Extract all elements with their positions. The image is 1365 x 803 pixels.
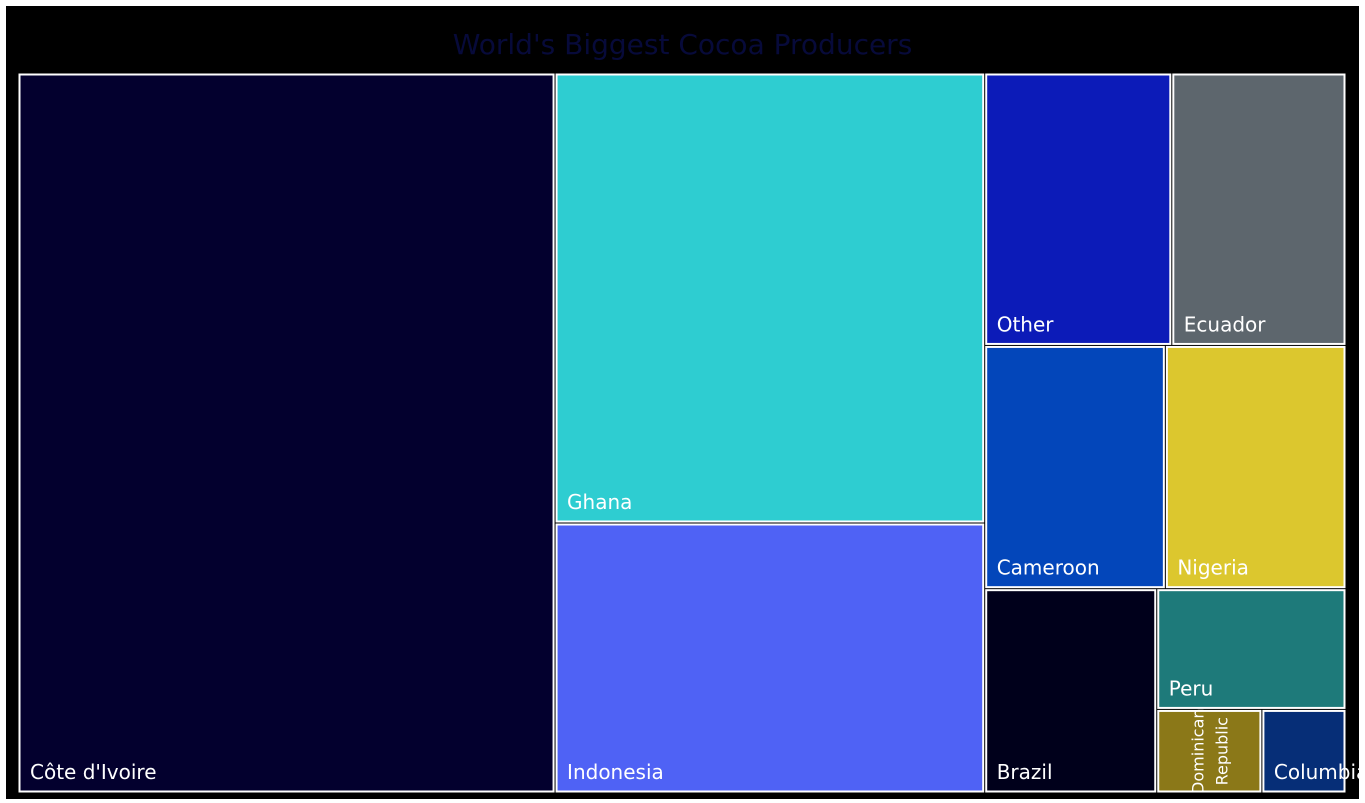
treemap-tile-brazil[interactable]: Brazil bbox=[985, 589, 1157, 793]
treemap-rect-brazil[interactable] bbox=[985, 589, 1157, 793]
treemap-rect-ecuador[interactable] bbox=[1172, 73, 1346, 345]
treemap-tile-other[interactable]: Other bbox=[985, 73, 1172, 345]
treemap-tile-peru[interactable]: Peru bbox=[1157, 589, 1346, 709]
treemap-tile-cote-d-ivoire[interactable]: Côte d'Ivoire bbox=[18, 73, 555, 793]
chart-frame: World's Biggest Cocoa Producers Côte d'I… bbox=[6, 6, 1359, 799]
treemap-label-ghana: Ghana bbox=[567, 490, 632, 514]
treemap-label-other: Other bbox=[997, 312, 1055, 336]
treemap-tile-dominican-republic[interactable]: Dominican Republic bbox=[1157, 708, 1262, 794]
treemap-rect-indonesia[interactable] bbox=[555, 523, 985, 793]
treemap-rect-columbia[interactable] bbox=[1262, 709, 1346, 793]
treemap-tile-nigeria[interactable]: Nigeria bbox=[1165, 345, 1346, 589]
treemap-rect-nigeria[interactable] bbox=[1165, 345, 1346, 589]
treemap-rect-ghana[interactable] bbox=[555, 73, 985, 523]
chart-title: World's Biggest Cocoa Producers bbox=[452, 28, 913, 61]
treemap-label-peru: Peru bbox=[1169, 676, 1214, 700]
treemap: Côte d'Ivoire Ghana Indonesia Other Ecuador C… bbox=[18, 73, 1359, 794]
treemap-rect-cote-d-ivoire[interactable] bbox=[18, 73, 555, 793]
treemap-rect-cameroon[interactable] bbox=[985, 345, 1165, 589]
treemap-tile-cameroon[interactable]: Cameroon bbox=[985, 345, 1165, 589]
treemap-tile-ghana[interactable]: Ghana bbox=[555, 73, 985, 523]
treemap-rect-other[interactable] bbox=[985, 73, 1172, 345]
treemap-label-brazil: Brazil bbox=[997, 760, 1053, 784]
treemap-tile-columbia[interactable]: Columbia bbox=[1262, 709, 1359, 793]
treemap-rect-peru[interactable] bbox=[1157, 589, 1346, 709]
treemap-tile-ecuador[interactable]: Ecuador bbox=[1172, 73, 1346, 345]
treemap-label-columbia: Columbia bbox=[1274, 760, 1359, 784]
treemap-rect-dominican-republic[interactable] bbox=[1157, 709, 1262, 793]
treemap-label-cameroon: Cameroon bbox=[997, 556, 1100, 580]
treemap-label-cote-d-ivoire: Côte d'Ivoire bbox=[30, 760, 157, 784]
treemap-label-dominican-republic: Dominican Republic bbox=[1188, 708, 1231, 793]
treemap-label-indonesia: Indonesia bbox=[567, 760, 664, 784]
treemap-label-ecuador: Ecuador bbox=[1184, 312, 1266, 336]
treemap-tile-indonesia[interactable]: Indonesia bbox=[555, 523, 985, 793]
treemap-label-nigeria: Nigeria bbox=[1177, 556, 1249, 580]
